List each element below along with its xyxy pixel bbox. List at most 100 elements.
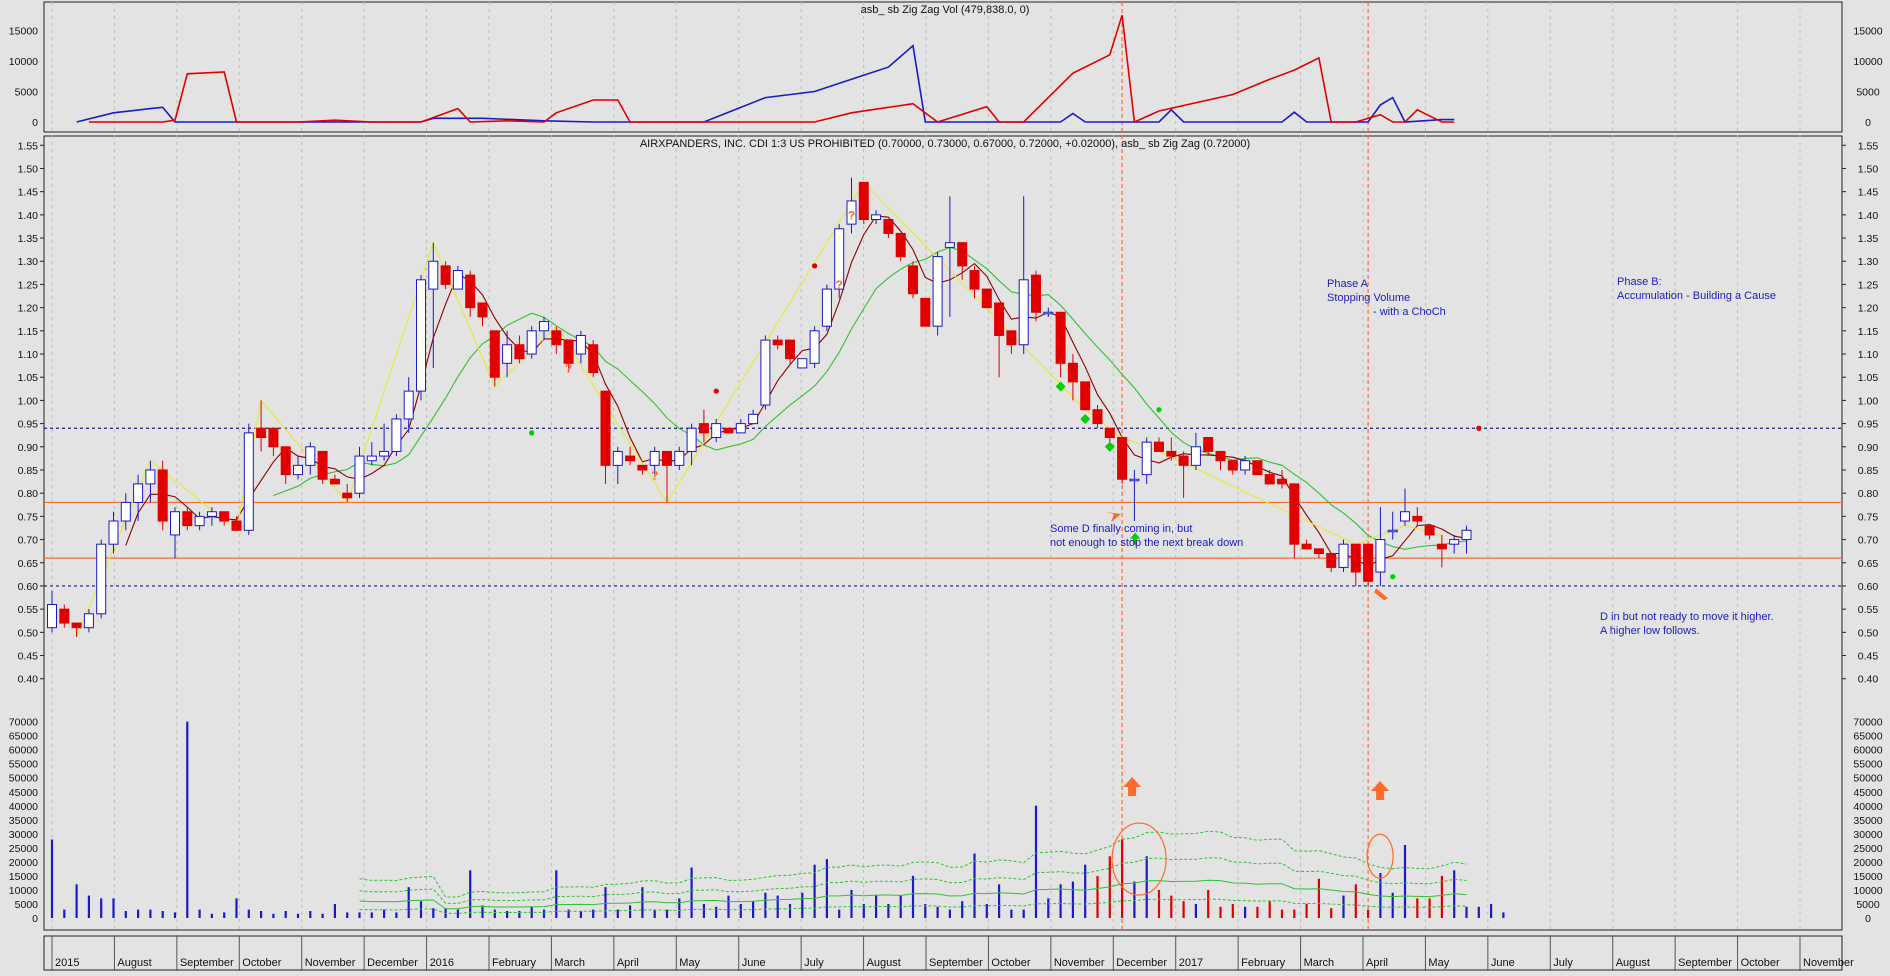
volume-tick-label-left: 0 xyxy=(32,913,38,925)
candle-body-up xyxy=(403,390,414,420)
price-tick-label-left: 0.40 xyxy=(18,674,39,686)
candle-body-up xyxy=(83,613,94,629)
candle-body-up xyxy=(194,515,205,527)
top-panel-frame xyxy=(43,1,1843,133)
price-tick-label-left: 1.25 xyxy=(18,279,39,291)
top-tick-label-right: 5000 xyxy=(1856,86,1880,98)
candle-body-up xyxy=(674,450,685,466)
candle-body-up xyxy=(96,543,107,615)
x-axis-label: December xyxy=(367,957,418,969)
volume-tick-label-left: 40000 xyxy=(9,801,38,813)
candle-body-up xyxy=(735,423,746,434)
question-marker: ? xyxy=(848,208,855,222)
volume-tick-label-right: 50000 xyxy=(1853,773,1882,785)
candle-body-up xyxy=(379,450,390,457)
candle-body-down xyxy=(1092,409,1103,425)
candle-body-up xyxy=(120,501,131,522)
x-axis-label: August xyxy=(867,957,901,969)
candle-body-down xyxy=(329,478,340,485)
volume-tick-label-left: 30000 xyxy=(9,829,38,841)
candle-body-down xyxy=(477,302,488,318)
candle-body-up xyxy=(1338,543,1349,568)
candle-body-down xyxy=(182,511,193,527)
candle-body-up xyxy=(305,446,316,466)
candle-body-up xyxy=(1129,478,1140,482)
candle-body-up xyxy=(797,358,808,369)
price-tick-label-left: 0.70 xyxy=(18,535,39,547)
candle-body-down xyxy=(59,608,70,624)
candle-body-down xyxy=(1055,311,1066,364)
candle-body-down xyxy=(1006,330,1017,346)
candle-body-up xyxy=(354,455,365,494)
volume-tick-label-left: 10000 xyxy=(9,885,38,897)
candle-body-down xyxy=(957,242,968,267)
annotation-phase-a: Phase A xyxy=(1327,278,1369,290)
candle-body-up xyxy=(1190,446,1201,466)
candle-body-up xyxy=(834,228,845,290)
candle-body-down xyxy=(588,344,599,374)
x-axis-label: August xyxy=(1616,957,1650,969)
candle-body-down xyxy=(157,469,168,522)
top-volume-line-down xyxy=(88,14,1455,124)
candle-body-down xyxy=(1264,474,1275,485)
candle-body-down xyxy=(440,265,451,285)
price-tick-label-right: 0.90 xyxy=(1858,442,1879,454)
price-tick-label-left: 1.00 xyxy=(18,395,39,407)
volume-tick-label-left: 60000 xyxy=(9,745,38,757)
x-axis-label: November xyxy=(1803,957,1854,969)
x-axis-label: November xyxy=(1054,957,1105,969)
top-panel-title: asb_ sb Zig Zag Vol (479,838.0, 0) xyxy=(861,4,1030,16)
volume-band-lower xyxy=(359,898,1467,914)
volume-tick-label-right: 25000 xyxy=(1853,843,1882,855)
candle-body-down xyxy=(1412,515,1423,522)
x-axis-label: September xyxy=(180,957,234,969)
x-axis-label: June xyxy=(1491,957,1515,969)
price-tick-label-left: 1.40 xyxy=(18,210,39,222)
price-tick-label-right: 0.65 xyxy=(1858,558,1879,570)
question-marker: ? xyxy=(651,468,658,482)
candle-body-up xyxy=(133,483,144,503)
price-tick-label-left: 0.45 xyxy=(18,651,39,663)
candle-body-down xyxy=(219,511,230,522)
candle-body-down xyxy=(1166,450,1177,457)
price-tick-label-left: 0.65 xyxy=(18,558,39,570)
candle-body-up xyxy=(502,344,513,364)
price-tick-label-right: 0.50 xyxy=(1858,627,1879,639)
candle-body-up xyxy=(1018,279,1029,346)
volume-tick-label-left: 65000 xyxy=(9,731,38,743)
candle-body-down xyxy=(1424,525,1435,536)
annotation-phase-a: Stopping Volume xyxy=(1327,292,1410,304)
x-axis-label: October xyxy=(991,957,1030,969)
price-tick-label-right: 1.45 xyxy=(1858,187,1879,199)
candle-body-up xyxy=(1461,529,1472,541)
price-tick-label-left: 0.55 xyxy=(18,604,39,616)
top-tick-label-left: 5000 xyxy=(15,86,39,98)
x-axis-frame xyxy=(43,935,1843,971)
top-tick-label-right: 15000 xyxy=(1853,25,1882,37)
candle-body-up xyxy=(145,469,156,485)
candle-body-down xyxy=(1363,543,1374,582)
price-tick-label-right: 0.40 xyxy=(1858,674,1879,686)
green-arrow-up xyxy=(1130,532,1141,545)
volume-tick-label-left: 70000 xyxy=(9,717,38,729)
candle-body-up xyxy=(539,321,549,332)
price-volume-frame xyxy=(43,135,1843,931)
top-tick-label-right: 10000 xyxy=(1853,56,1882,68)
candle-body-down xyxy=(551,330,562,346)
candle-body-up xyxy=(711,423,722,439)
candle-body-down xyxy=(71,622,82,629)
volume-tick-label-right: 15000 xyxy=(1853,871,1882,883)
candle-body-up xyxy=(748,413,759,425)
volume-tick-label-right: 55000 xyxy=(1853,759,1882,771)
candle-body-up xyxy=(612,450,623,466)
volume-tick-label-right: 40000 xyxy=(1853,801,1882,813)
candle-body-down xyxy=(1067,362,1078,383)
candle-body-down xyxy=(1104,427,1115,439)
price-tick-label-left: 1.30 xyxy=(18,256,39,268)
price-tick-label-left: 0.75 xyxy=(18,511,39,523)
candle-body-up xyxy=(1141,441,1152,476)
annotation-phase-b: Phase B: xyxy=(1617,276,1662,288)
candle-body-up xyxy=(170,511,180,536)
price-tick-label-left: 0.60 xyxy=(18,581,39,593)
